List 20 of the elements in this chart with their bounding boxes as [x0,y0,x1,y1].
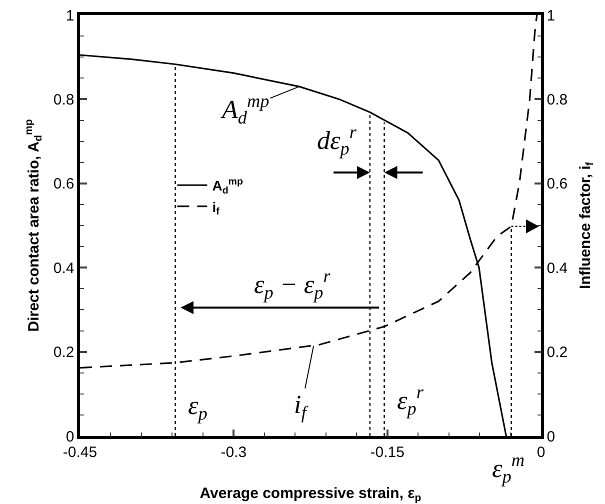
annotation: i$_{f}$ [294,390,310,422]
y2-tick-label: 1 [546,7,556,24]
y-tick-label: 1 [66,7,74,24]
legend-label: i$_{f}$ [212,198,220,218]
annotation: ε$_{p}$ [188,391,208,424]
y2-tick-label: 0.6 [546,176,568,193]
x-tick-label: -0.15 [370,444,404,461]
y2-tick-label: 0.8 [546,91,568,108]
y-tick-label: 0 [66,428,74,446]
x-tick-label: -0.45 [62,444,98,461]
y-tick-label: 0.8 [53,91,74,108]
x-tick-label: 0 [536,444,546,461]
y-tick-label: 0.6 [53,176,74,193]
x-axis-title: Average compressive strain, ε$_{p}$ [200,484,422,504]
y2-tick-label: 0 [546,428,556,446]
y2-tick-label: 0.4 [546,260,568,277]
y-tick-label: 0.2 [53,344,74,362]
y-tick-label: 0.4 [53,260,74,277]
x-tick-label: -0.3 [220,444,247,461]
y2-tick-label: 0.2 [546,344,568,362]
